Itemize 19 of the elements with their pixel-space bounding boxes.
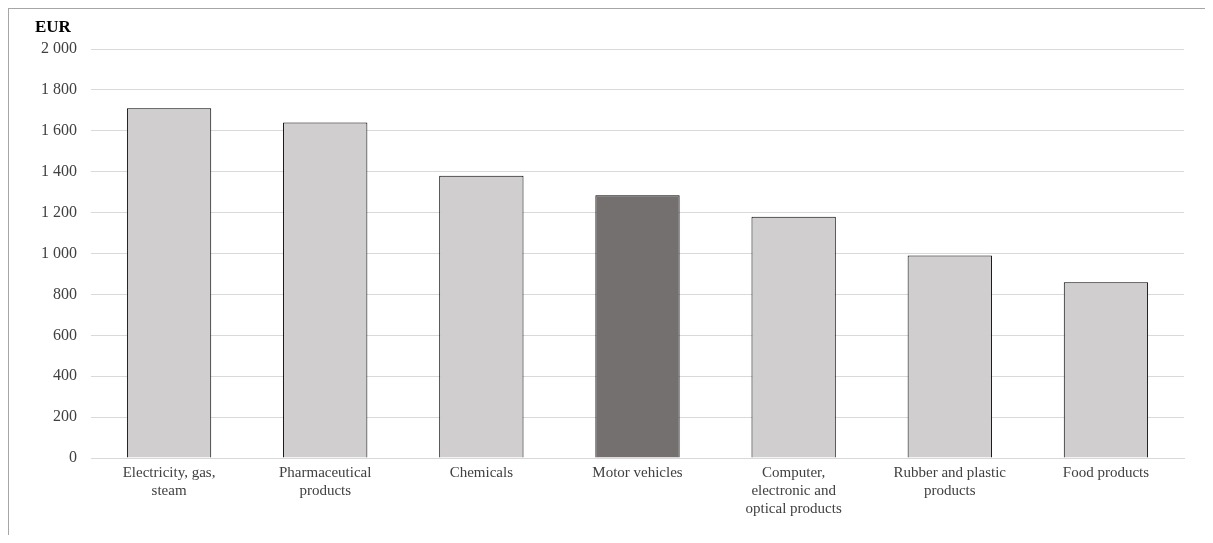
x-tick-label: Electricity, gas, steam <box>122 463 216 498</box>
y-tick-label: 1 200 <box>41 202 77 220</box>
x-tick-label: Computer, electronic and optical products <box>745 463 842 516</box>
x-tick-label: Rubber and plastic products <box>893 463 1007 498</box>
x-tick-label: Motor vehicles <box>592 463 683 480</box>
y-axis-title: EUR <box>35 16 72 36</box>
y-tick-label: 200 <box>53 407 77 425</box>
y-tick-label: 1 800 <box>41 80 77 98</box>
y-tick-label: 2 000 <box>41 39 77 57</box>
y-tick-label: 1 600 <box>41 121 77 138</box>
y-tick-label: 600 <box>53 325 77 343</box>
y-tick-label: 800 <box>53 284 77 302</box>
y-tick-label: 0 <box>69 448 77 466</box>
y-tick-label: 1 000 <box>41 243 77 261</box>
x-tick-label: Pharmaceutical products <box>278 463 372 498</box>
y-tick-label: 1 400 <box>41 161 77 179</box>
y-tick-label: 400 <box>53 366 77 384</box>
x-tick-label: Chemicals <box>449 463 514 480</box>
x-tick-label: Food products <box>1062 463 1150 480</box>
